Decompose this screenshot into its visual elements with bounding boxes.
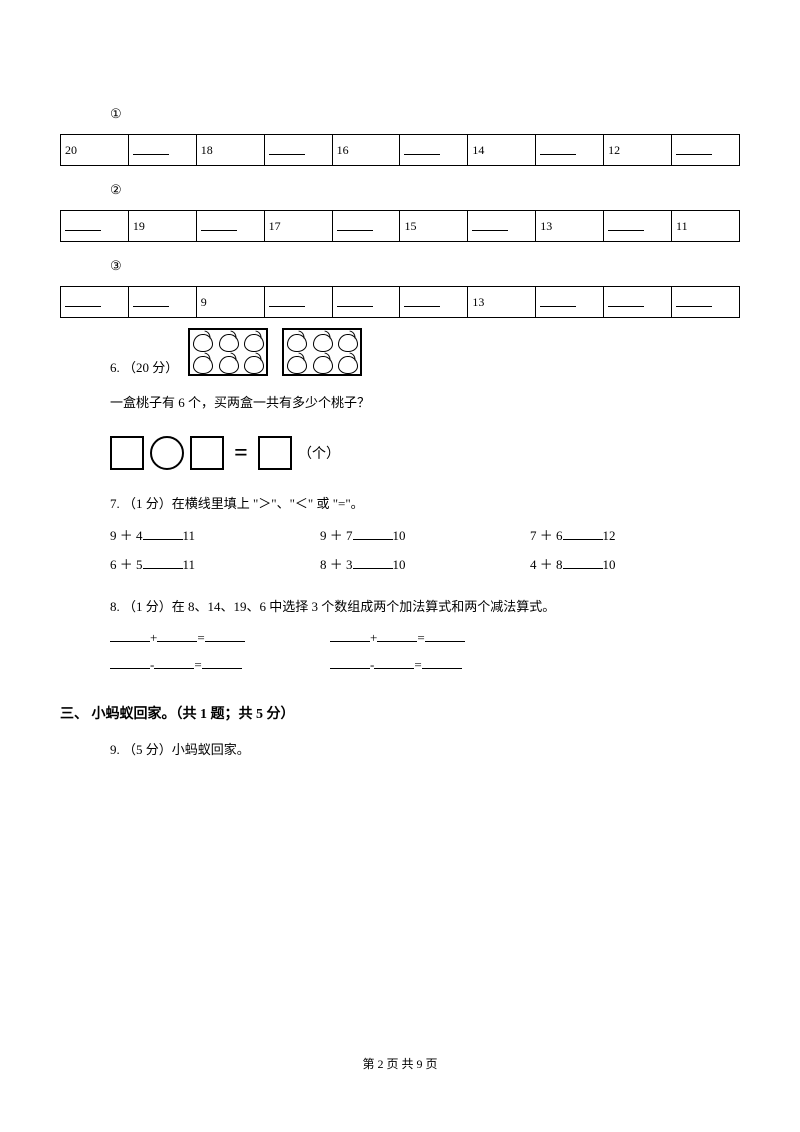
cell-blank[interactable]: [468, 211, 536, 242]
cell-blank[interactable]: [332, 211, 400, 242]
op: =: [194, 657, 201, 672]
cell-blank[interactable]: [400, 287, 468, 318]
sequence-table-3: 9 13: [60, 286, 740, 318]
compare-blank[interactable]: [143, 556, 183, 569]
q6-equation[interactable]: = （个）: [110, 436, 740, 470]
cell-blank[interactable]: [536, 135, 604, 166]
expr-r: 10: [603, 557, 616, 572]
answer-blank[interactable]: [154, 656, 194, 669]
sequence-table-1: 20 18 16 14 12: [60, 134, 740, 166]
equals-icon: =: [230, 440, 252, 467]
expr-r: 10: [393, 557, 406, 572]
expr-r: 11: [183, 557, 196, 572]
op: =: [197, 630, 204, 645]
cell[interactable]: 9: [196, 287, 264, 318]
cell-blank[interactable]: [604, 211, 672, 242]
expr-l: 9 ＋ 7: [320, 528, 353, 543]
marker-1: ①: [60, 106, 740, 122]
op: =: [414, 657, 421, 672]
expr-r: 10: [393, 528, 406, 543]
cell-blank[interactable]: [400, 135, 468, 166]
expr-l: 7 ＋ 6: [530, 528, 563, 543]
q6-heading: 6. （20 分）: [110, 357, 178, 376]
q9-heading: 9. （5 分）小蚂蚁回家。: [110, 737, 740, 763]
sequence-table-2: 19 17 15 13 11: [60, 210, 740, 242]
expr-r: 12: [603, 528, 616, 543]
compare-blank[interactable]: [563, 527, 603, 540]
cell-blank[interactable]: [672, 287, 740, 318]
cell-blank[interactable]: [61, 287, 129, 318]
cell[interactable]: 16: [332, 135, 400, 166]
q7-row2: 6 ＋ 5 11 8 ＋ 3 10 4 ＋ 8 10: [110, 554, 740, 573]
cell-blank[interactable]: [196, 211, 264, 242]
q8-heading: 8. （1 分）在 8、14、19、6 中选择 3 个数组成两个加法算式和两个减…: [110, 595, 740, 618]
q8-add-row: + = + =: [110, 629, 740, 646]
q7-heading: 7. （1 分）在横线里填上 "＞"、"＜" 或 "="。: [110, 492, 740, 515]
marker-3: ③: [60, 258, 740, 274]
compare-blank[interactable]: [353, 527, 393, 540]
cell-blank[interactable]: [604, 287, 672, 318]
cell[interactable]: 11: [672, 211, 740, 242]
cell-blank[interactable]: [128, 135, 196, 166]
cell[interactable]: 17: [264, 211, 332, 242]
cell-blank[interactable]: [264, 135, 332, 166]
expr-l: 9 ＋ 4: [110, 528, 143, 543]
compare-blank[interactable]: [143, 527, 183, 540]
cell[interactable]: 18: [196, 135, 264, 166]
cell[interactable]: 15: [400, 211, 468, 242]
square-icon[interactable]: [190, 436, 224, 470]
answer-blank[interactable]: [330, 629, 370, 642]
cell[interactable]: 14: [468, 135, 536, 166]
expr-l: 4 ＋ 8: [530, 557, 563, 572]
answer-blank[interactable]: [110, 656, 150, 669]
q8-sub-row: -= -=: [110, 656, 740, 673]
answer-blank[interactable]: [422, 656, 462, 669]
answer-blank[interactable]: [202, 656, 242, 669]
op: =: [417, 630, 424, 645]
expr-l: 6 ＋ 5: [110, 557, 143, 572]
cell[interactable]: 13: [536, 211, 604, 242]
cell[interactable]: 12: [604, 135, 672, 166]
cell-blank[interactable]: [264, 287, 332, 318]
peach-boxes-icon: [188, 328, 362, 376]
answer-blank[interactable]: [377, 629, 417, 642]
expr-l: 8 ＋ 3: [320, 557, 353, 572]
cell-blank[interactable]: [536, 287, 604, 318]
answer-blank[interactable]: [330, 656, 370, 669]
q7-row1: 9 ＋ 4 11 9 ＋ 7 10 7 ＋ 6 12: [110, 525, 740, 544]
square-icon[interactable]: [110, 436, 144, 470]
answer-blank[interactable]: [110, 629, 150, 642]
cell[interactable]: 20: [61, 135, 129, 166]
square-icon[interactable]: [258, 436, 292, 470]
answer-blank[interactable]: [374, 656, 414, 669]
cell[interactable]: 13: [468, 287, 536, 318]
cell-blank[interactable]: [128, 287, 196, 318]
cell[interactable]: 19: [128, 211, 196, 242]
answer-blank[interactable]: [425, 629, 465, 642]
expr-r: 11: [183, 528, 196, 543]
marker-2: ②: [60, 182, 740, 198]
cell-blank[interactable]: [332, 287, 400, 318]
page-footer: 第 2 页 共 9 页: [0, 1055, 800, 1072]
answer-blank[interactable]: [157, 629, 197, 642]
section-3-title: 三、 小蚂蚁回家。（共 1 题；共 5 分）: [60, 703, 740, 723]
cell-blank[interactable]: [672, 135, 740, 166]
compare-blank[interactable]: [563, 556, 603, 569]
q6-unit: （个）: [298, 443, 340, 463]
compare-blank[interactable]: [353, 556, 393, 569]
op: +: [150, 630, 157, 645]
q6-text: 一盒桃子有 6 个，买两盒一共有多少个桃子？: [110, 390, 740, 416]
answer-blank[interactable]: [205, 629, 245, 642]
cell-blank[interactable]: [61, 211, 129, 242]
circle-icon[interactable]: [150, 436, 184, 470]
op: +: [370, 630, 377, 645]
